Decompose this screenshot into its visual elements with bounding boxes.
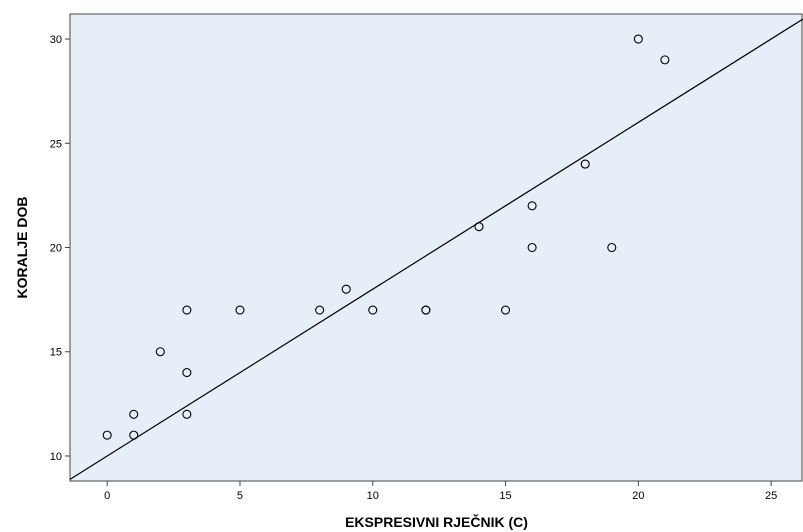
data-point <box>129 409 139 419</box>
data-point <box>633 34 643 44</box>
data-point <box>474 222 484 232</box>
x-tick-label: 0 <box>104 490 110 502</box>
y-tick-label: 20 <box>50 243 62 255</box>
y-tick-label: 25 <box>50 138 62 150</box>
data-point <box>607 242 617 253</box>
x-tick-label: 10 <box>367 490 379 502</box>
data-point <box>501 305 511 315</box>
data-point <box>527 242 537 253</box>
data-point <box>182 305 192 315</box>
data-points <box>102 34 670 440</box>
x-tick-label: 20 <box>632 490 644 502</box>
data-point <box>235 305 245 315</box>
data-point <box>182 409 192 419</box>
y-tick-label: 30 <box>50 34 62 46</box>
data-point <box>315 305 325 315</box>
y-axis: 10 15 20 25 30 <box>50 34 70 463</box>
y-axis-label: KORALJE DOB <box>14 197 30 299</box>
data-point <box>182 368 192 378</box>
data-point <box>368 305 378 315</box>
data-point <box>527 201 537 211</box>
data-point <box>580 159 590 169</box>
data-point <box>129 430 139 440</box>
data-point <box>155 347 165 357</box>
x-tick-label: 15 <box>499 490 511 502</box>
x-axis-label: EKSPRESIVNI RJEČNIK (C) <box>345 513 528 530</box>
y-tick-label: 10 <box>50 451 62 463</box>
data-point <box>660 55 670 65</box>
x-axis: 0 5 10 15 20 25 <box>104 481 777 502</box>
fit-line-layer <box>69 18 803 480</box>
x-tick-label: 5 <box>237 490 243 502</box>
data-point <box>421 305 431 315</box>
data-point <box>341 284 351 294</box>
data-point <box>102 430 112 440</box>
y-tick-label: 15 <box>50 347 62 359</box>
x-tick-label: 25 <box>765 490 777 502</box>
fit-line <box>69 18 803 480</box>
